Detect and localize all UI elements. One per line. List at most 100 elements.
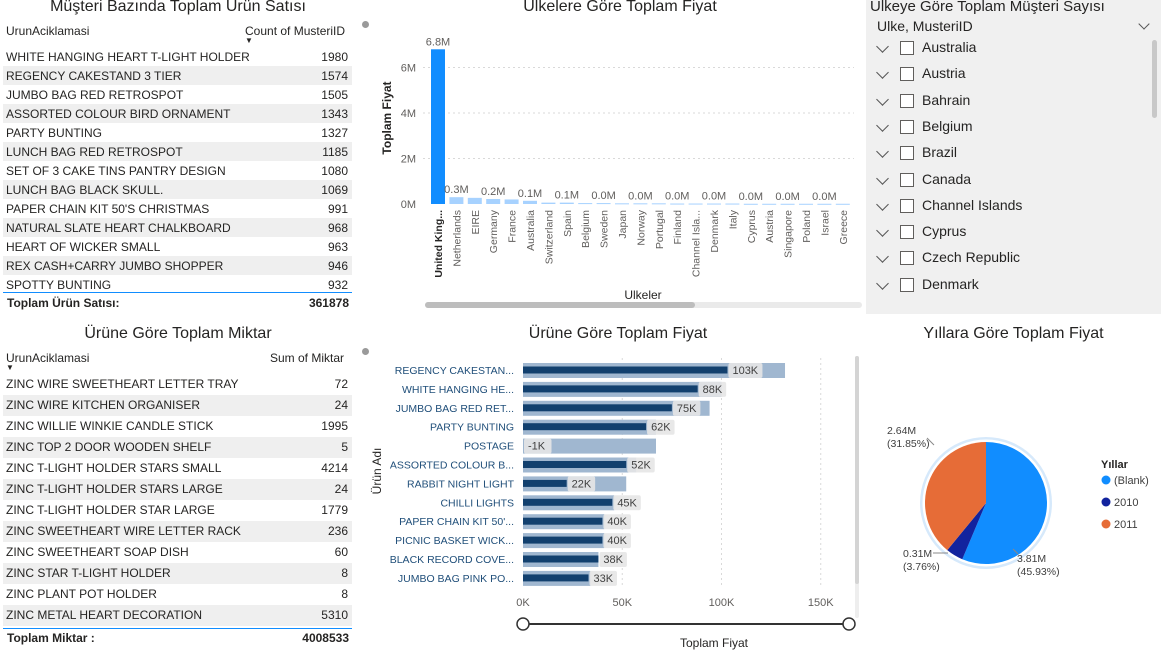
bar[interactable] <box>835 203 850 205</box>
value-bar[interactable] <box>523 423 647 431</box>
checkbox[interactable] <box>900 119 914 134</box>
slicer-item[interactable]: Brazil <box>866 141 1136 167</box>
bar[interactable] <box>449 197 464 204</box>
bar[interactable] <box>651 203 666 205</box>
bar[interactable] <box>670 203 685 205</box>
table-row[interactable]: ZINC METAL HEART DECORATION 5310 <box>3 605 352 626</box>
sort-desc-icon[interactable]: ▼ <box>6 363 14 372</box>
legend-label[interactable]: 2011 <box>1114 519 1138 531</box>
expand-chevron-icon[interactable] <box>876 276 889 290</box>
bar[interactable] <box>707 203 721 205</box>
table-row[interactable]: JUMBO BAG RED RETROSPOT 1505 <box>3 85 352 104</box>
bar[interactable] <box>780 203 795 205</box>
value-bar[interactable] <box>523 555 599 563</box>
table-row[interactable]: ZINC TOP 2 DOOR WOODEN SHELF 5 <box>3 437 352 458</box>
focus-mode-icon[interactable] <box>362 21 369 28</box>
table-row[interactable]: ZINC T-LIGHT HOLDER STARS LARGE 24 <box>3 479 352 500</box>
checkbox[interactable] <box>900 67 914 82</box>
table-row[interactable]: WHITE HANGING HEART T-LIGHT HOLDER 1980 <box>3 47 352 66</box>
table-row[interactable]: LUNCH BAG BLACK SKULL. 1069 <box>3 180 352 199</box>
legend-marker[interactable] <box>1101 475 1111 485</box>
value-bar[interactable] <box>523 385 698 393</box>
table-row[interactable]: REGENCY CAKESTAND 3 TIER 1574 <box>3 66 352 85</box>
value-bar[interactable] <box>523 366 728 374</box>
slicer-item[interactable]: Australia <box>866 36 1136 62</box>
value-bar[interactable] <box>523 479 567 487</box>
zoom-slider-handle-right[interactable] <box>842 617 856 631</box>
bar[interactable] <box>467 197 482 204</box>
sort-desc-icon[interactable]: ▼ <box>245 36 253 45</box>
zoom-slider-handle-left[interactable] <box>516 617 530 631</box>
bar[interactable] <box>486 198 501 204</box>
expand-chevron-icon[interactable] <box>876 119 889 132</box>
table-row[interactable]: PARTY BUNTING 1327 <box>3 123 352 142</box>
bar[interactable] <box>578 203 593 205</box>
slicer-item[interactable]: Belgium <box>866 115 1136 141</box>
slicer-item[interactable]: Cyprus <box>866 220 1136 246</box>
scrollbar-thumb[interactable] <box>425 302 695 308</box>
table-row[interactable]: NATURAL SLATE HEART CHALKBOARD 968 <box>3 218 352 237</box>
bar[interactable] <box>633 203 648 205</box>
bar[interactable] <box>743 203 758 205</box>
table-row[interactable]: ZINC SWEETHEART SOAP DISH 60 <box>3 542 352 563</box>
bar[interactable] <box>559 202 574 204</box>
checkbox[interactable] <box>900 277 914 292</box>
pie-slice[interactable] <box>925 442 986 551</box>
checkbox[interactable] <box>900 225 914 240</box>
column-header-product[interactable]: UrunAciklamasi <box>6 351 90 365</box>
expand-chevron-icon[interactable] <box>876 197 889 211</box>
slicer-item[interactable]: Czech Republic <box>866 246 1136 272</box>
checkbox[interactable] <box>900 146 914 161</box>
bar[interactable] <box>799 203 813 205</box>
slicer-item[interactable]: Denmark <box>866 273 1136 299</box>
bar[interactable] <box>431 49 445 204</box>
legend-label[interactable]: 2010 <box>1114 497 1138 509</box>
slicer-item[interactable]: Bahrain <box>866 89 1136 115</box>
checkbox[interactable] <box>900 41 914 55</box>
slicer-item[interactable]: Austria <box>866 62 1136 88</box>
pie-slice[interactable] <box>947 503 986 560</box>
table-row[interactable]: ZINC WIRE KITCHEN ORGANISER 24 <box>3 395 352 416</box>
bar[interactable] <box>596 203 611 205</box>
scrollbar-thumb[interactable] <box>855 356 859 584</box>
table-row[interactable]: REX CASH+CARRY JUMBO SHOPPER 946 <box>3 256 352 275</box>
expand-chevron-icon[interactable] <box>876 171 889 185</box>
pie-slice[interactable] <box>962 442 1047 564</box>
bar[interactable] <box>688 203 703 205</box>
focus-mode-icon[interactable] <box>362 348 369 355</box>
checkbox[interactable] <box>900 198 914 213</box>
checkbox[interactable] <box>900 251 914 266</box>
table-row[interactable]: SET OF 3 CAKE TINS PANTRY DESIGN 1080 <box>3 161 352 180</box>
table-row[interactable]: ZINC PLANT POT HOLDER 8 <box>3 584 352 605</box>
table-row[interactable]: LUNCH BAG RED RETROSPOT 1185 <box>3 142 352 161</box>
value-bar[interactable] <box>523 574 589 582</box>
expand-chevron-icon[interactable] <box>876 224 889 237</box>
bar[interactable] <box>817 203 832 205</box>
legend-label[interactable]: (Blank) <box>1114 475 1149 487</box>
table-row[interactable]: ZINC T-LIGHT HOLDER STAR LARGE 1779 <box>3 500 352 521</box>
checkbox[interactable] <box>900 172 914 187</box>
value-bar[interactable] <box>523 536 603 544</box>
value-bar[interactable] <box>523 404 672 412</box>
bar[interactable] <box>504 199 519 204</box>
value-bar[interactable] <box>523 461 627 468</box>
slicer-collapse-icon[interactable] <box>1138 18 1150 30</box>
expand-chevron-icon[interactable] <box>876 66 889 80</box>
value-bar[interactable] <box>523 517 603 525</box>
table-row[interactable]: ZINC WIRE SWEETHEART LETTER TRAY 72 <box>3 374 352 395</box>
legend-marker[interactable] <box>1101 519 1111 529</box>
slicer-item[interactable]: Channel Islands <box>866 194 1136 220</box>
slicer-item[interactable]: Canada <box>866 168 1136 194</box>
checkbox[interactable] <box>900 93 914 108</box>
expand-chevron-icon[interactable] <box>876 40 889 53</box>
target-bar[interactable] <box>523 438 656 454</box>
expand-chevron-icon[interactable] <box>876 92 889 106</box>
expand-chevron-icon[interactable] <box>876 250 889 264</box>
table-row[interactable]: ZINC SWEETHEART WIRE LETTER RACK 236 <box>3 521 352 542</box>
table-row[interactable]: HEART OF WICKER SMALL 963 <box>3 237 352 256</box>
column-header-count[interactable]: Count of MusteriID <box>245 24 346 38</box>
table-row[interactable]: ASSORTED COLOUR BIRD ORNAMENT 1343 <box>3 104 352 123</box>
table-row[interactable]: ZINC STAR T-LIGHT HOLDER 8 <box>3 563 352 584</box>
slicer-scrollbar[interactable] <box>1152 40 1157 118</box>
legend-marker[interactable] <box>1101 497 1111 507</box>
